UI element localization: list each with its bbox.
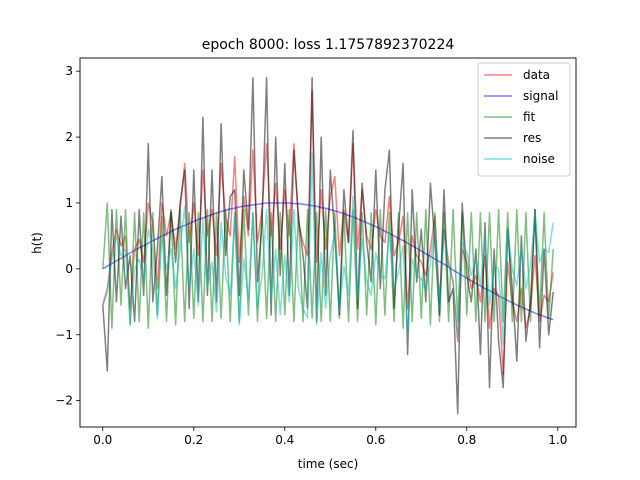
x-axis-ticks: 0.0 0.2 0.4 0.6 0.8 1.0 [93, 427, 567, 447]
legend-label-res: res [523, 131, 541, 145]
x-tick-label: 0.4 [275, 433, 294, 447]
series-line-res [102, 77, 554, 415]
y-tick-label: −2 [55, 394, 73, 408]
plot-lines [102, 77, 554, 415]
x-tick-label: 1.0 [548, 433, 567, 447]
y-tick-label: 1 [65, 196, 73, 210]
plot-frame [79, 57, 577, 428]
x-tick-label: 0.0 [93, 433, 112, 447]
x-tick-label: 0.6 [366, 433, 385, 447]
x-tick-label: 0.8 [457, 433, 476, 447]
y-tick-label: 0 [65, 262, 73, 276]
y-tick-label: 3 [65, 64, 73, 78]
x-axis-label: time (sec) [298, 457, 359, 471]
legend-label-fit: fit [523, 110, 536, 124]
y-axis-label: h(t) [30, 232, 44, 254]
y-tick-label: 2 [65, 130, 73, 144]
legend: data signal fit res noise [477, 62, 571, 177]
legend-label-noise: noise [523, 152, 555, 166]
x-tick-label: 0.2 [184, 433, 203, 447]
y-tick-label: −1 [55, 328, 73, 342]
chart-title: epoch 8000: loss 1.1757892370224 [202, 37, 455, 53]
y-axis-ticks: −2 −1 0 1 2 3 [55, 64, 80, 408]
legend-label-data: data [523, 68, 550, 82]
legend-label-signal: signal [523, 89, 559, 103]
series-line-noise [102, 152, 554, 346]
legend-box [477, 62, 571, 177]
